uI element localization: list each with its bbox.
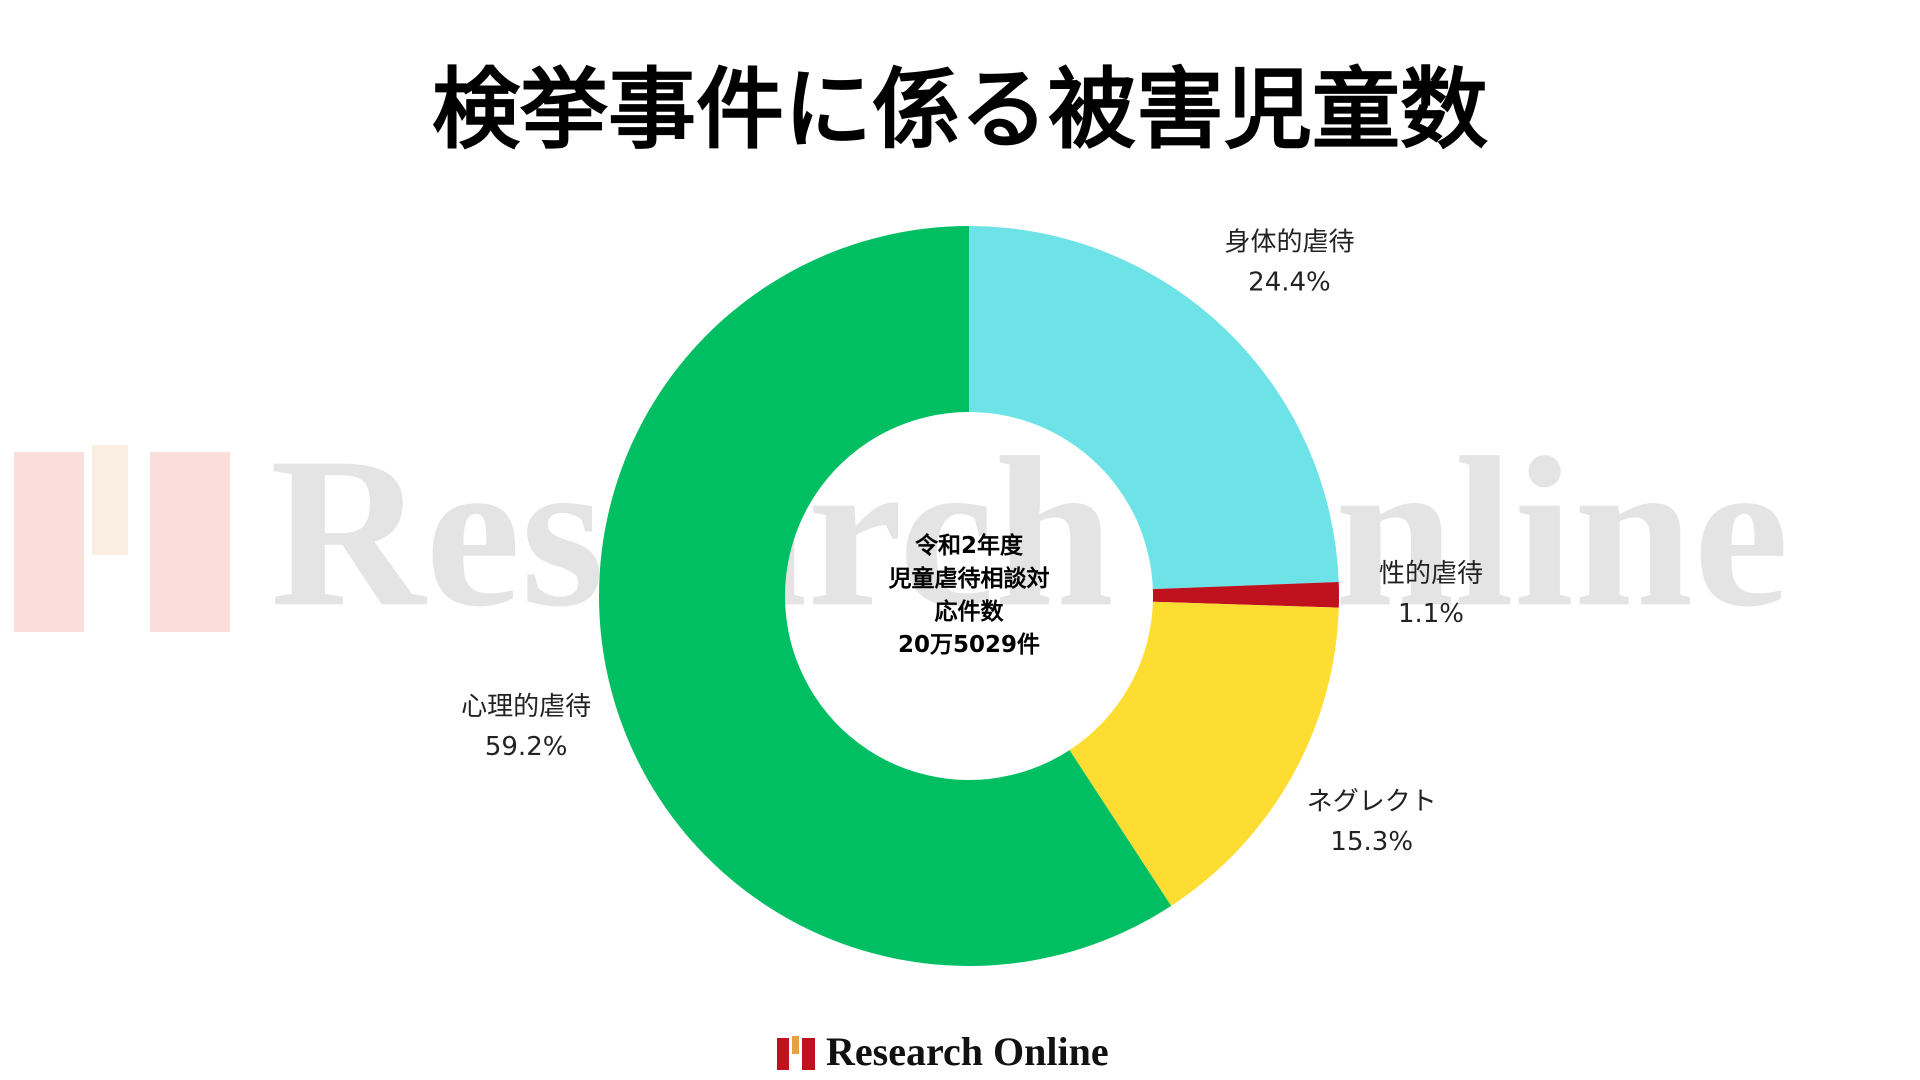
slice-label: 性的虐待 [1379, 559, 1483, 589]
watermark-logo [14, 445, 230, 632]
slice-label: 心理的虐待 [461, 692, 591, 722]
slice [599, 226, 1172, 967]
slice-label: ネグレクト [1307, 787, 1437, 817]
slice [1152, 582, 1339, 608]
center-text: 令和2年度 [915, 532, 1024, 559]
center-text: 応件数 [935, 598, 1005, 625]
slice [1069, 601, 1339, 906]
footer-text: Research Online [826, 1029, 1109, 1074]
slice [969, 226, 1339, 590]
footer-logo [777, 1036, 815, 1070]
watermark: Research Online [270, 412, 1789, 651]
value-label: 15.3% [1330, 827, 1413, 857]
center-text: 20万5029件 [898, 632, 1040, 658]
slice-label: 身体的虐待 [1224, 228, 1354, 258]
donut [599, 226, 1339, 967]
center-text: 児童虐待相談対 [888, 565, 1050, 592]
value-label: 1.1% [1398, 599, 1464, 629]
value-label: 24.4% [1248, 268, 1331, 298]
value-label: 59.2% [485, 732, 568, 762]
chart-title: 検挙事件に係る被害児童数 [432, 58, 1488, 161]
